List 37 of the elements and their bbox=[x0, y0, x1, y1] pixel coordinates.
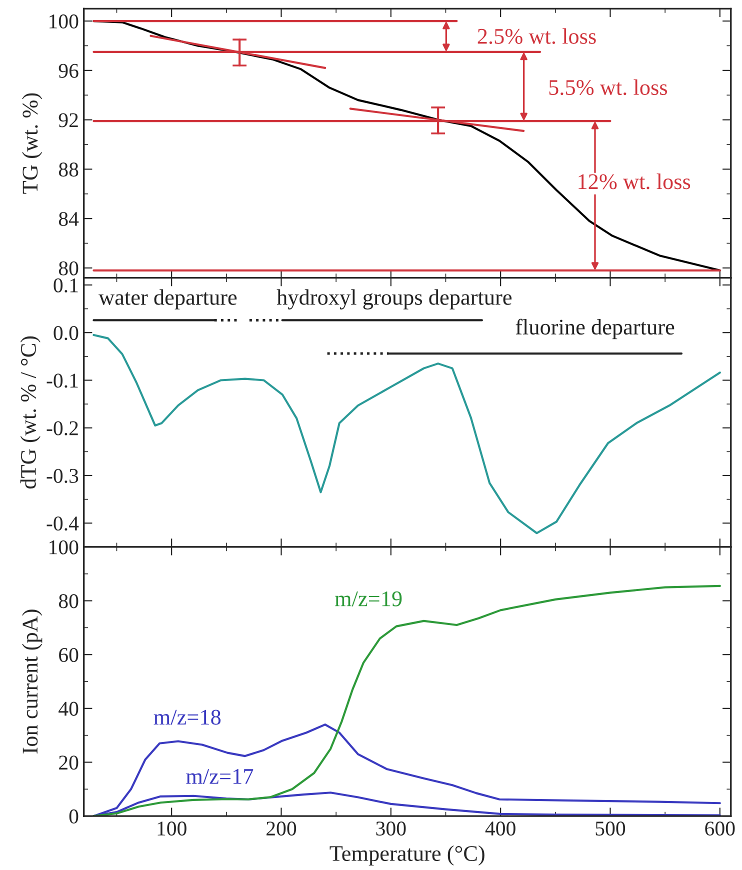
y-tick-label: 100 bbox=[50, 14, 78, 28]
y-axis-title: Ion current (pA) bbox=[22, 610, 42, 754]
x-tick-label: 200 bbox=[266, 822, 296, 836]
x-tick-label: 100 bbox=[158, 822, 186, 836]
x-tick-label: 500 bbox=[596, 822, 626, 836]
y-axis-title: TG (wt. %) bbox=[22, 93, 42, 194]
y-tick-label: 0.1 bbox=[54, 278, 78, 292]
y-tick-label: -0.2 bbox=[46, 421, 78, 436]
y-tick-label: 96 bbox=[58, 64, 78, 78]
annotation: 2.5% wt. loss bbox=[478, 28, 596, 44]
y-tick-label: 0.0 bbox=[54, 326, 78, 340]
y-tick-label: 60 bbox=[59, 648, 78, 662]
y-tick-label: -0.4 bbox=[46, 516, 79, 531]
y-tick-label: 40 bbox=[58, 702, 78, 716]
x-tick-label: 300 bbox=[376, 822, 406, 836]
y-tick-label: 20 bbox=[59, 756, 78, 770]
x-tick-label: 600 bbox=[705, 822, 735, 836]
annotation: 5.5% wt. loss bbox=[549, 79, 668, 96]
y-tick-label: 80 bbox=[58, 594, 78, 608]
y-tick-label: 92 bbox=[58, 113, 78, 128]
y-tick-label: 0 bbox=[69, 809, 78, 824]
x-tick-label: 400 bbox=[485, 822, 516, 836]
annotation: hydroxyl groups departure bbox=[276, 289, 512, 310]
y-tick-label: 88 bbox=[58, 162, 78, 177]
annotation: fluorine departure bbox=[516, 318, 674, 340]
series-label: m/z=17 bbox=[186, 769, 254, 784]
y-tick-label: 84 bbox=[58, 212, 79, 226]
y-tick-label: 100 bbox=[50, 540, 78, 554]
x-axis-title: Temperature (°C) bbox=[330, 845, 484, 866]
series-label: m/z=18 bbox=[154, 710, 221, 725]
series-label: m/z=19 bbox=[334, 591, 402, 606]
y-tick-label: -0.1 bbox=[46, 374, 78, 388]
annotation: 12% wt. loss bbox=[578, 174, 690, 190]
y-tick-label: -0.3 bbox=[46, 468, 78, 484]
y-axis-title: dTG (wt. % / °C) bbox=[20, 336, 40, 489]
y-tick-label: 80 bbox=[58, 261, 78, 276]
annotation: water departure bbox=[98, 289, 237, 310]
